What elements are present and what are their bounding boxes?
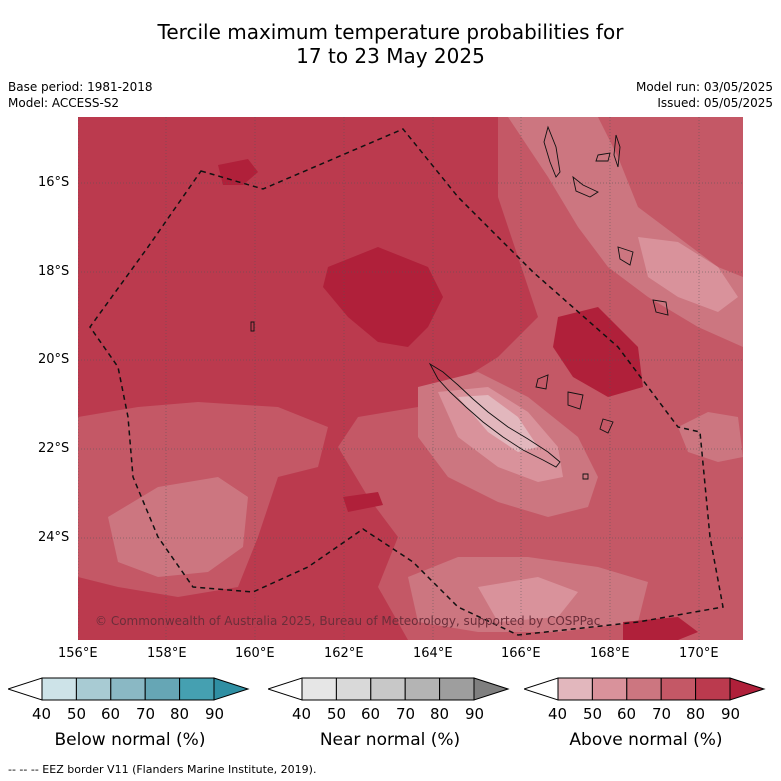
tick-near-40: 40 xyxy=(292,705,312,723)
legend-swatch-4 xyxy=(404,677,441,701)
legend-below-normal xyxy=(8,670,252,706)
tick-below-50: 50 xyxy=(67,705,87,723)
lon-label-162e: 162°E xyxy=(324,646,364,661)
legend-arrow-high xyxy=(729,677,766,701)
legend-title-near: Near normal (%) xyxy=(319,730,461,750)
tick-below-60: 60 xyxy=(101,705,121,723)
contour-60-70-east xyxy=(678,412,743,462)
lat-label-16s: 16°S xyxy=(38,175,70,190)
small-island-2 xyxy=(582,473,589,480)
vanuatu-island-5 xyxy=(617,246,634,266)
vanuatu-island-4 xyxy=(613,134,621,168)
legend-swatch-1 xyxy=(557,677,593,701)
vanuatu-island-3 xyxy=(595,152,611,162)
legend-arrow-high xyxy=(213,677,250,701)
legend-arrow-high xyxy=(473,677,510,701)
legend-title-below: Below normal (%) xyxy=(54,730,206,750)
contour-80-90-east xyxy=(553,307,643,397)
model-run: Model run: 03/05/2025 xyxy=(635,80,773,94)
lon-label-156e: 156°E xyxy=(58,646,98,661)
contour-50-60-ne xyxy=(638,237,738,312)
tick-near-70: 70 xyxy=(396,705,416,723)
base-period: Base period: 1981-2018 xyxy=(8,80,153,94)
legend-swatch-5 xyxy=(179,677,215,701)
legend-swatch-3 xyxy=(370,677,406,701)
probability-map xyxy=(77,117,743,640)
legend-swatch-2 xyxy=(75,677,112,701)
legend-above-normal xyxy=(524,670,768,706)
lat-label-22s: 22°S xyxy=(38,441,70,456)
lat-label-20s: 20°S xyxy=(38,352,70,367)
title-line-2: 17 to 23 May 2025 xyxy=(296,44,485,68)
legend-bar-below xyxy=(8,677,250,701)
contour-40-50-center xyxy=(458,395,538,452)
legend-arrow-low xyxy=(524,677,559,701)
legend-near-normal xyxy=(268,670,512,706)
vanuatu-island-1 xyxy=(543,125,561,178)
lon-label-160e: 160°E xyxy=(235,646,275,661)
small-island-1 xyxy=(250,321,255,332)
legend-swatch-3 xyxy=(626,677,662,701)
legend-swatch-2 xyxy=(335,677,372,701)
lon-label-164e: 164°E xyxy=(413,646,453,661)
vanuatu-island-2 xyxy=(572,175,599,198)
lat-label-24s: 24°S xyxy=(38,530,70,545)
legend-swatch-4 xyxy=(144,677,181,701)
grid-lines xyxy=(77,117,743,640)
new-caledonia-island xyxy=(428,362,561,468)
contour-80-90-se xyxy=(623,617,698,640)
tick-above-70: 70 xyxy=(652,705,672,723)
contour-80-90-south xyxy=(343,492,383,512)
tick-near-80: 80 xyxy=(430,705,450,723)
legend-swatch-1 xyxy=(41,677,77,701)
copyright-notice: © Commonwealth of Australia 2025, Bureau… xyxy=(95,614,601,628)
tick-near-60: 60 xyxy=(361,705,381,723)
lon-label-158e: 158°E xyxy=(147,646,187,661)
lon-label-168e: 168°E xyxy=(590,646,630,661)
legend-bar-above xyxy=(524,677,766,701)
coastlines xyxy=(250,125,669,480)
legend-bar-near xyxy=(268,677,510,701)
loyalty-island-3 xyxy=(599,418,614,434)
map-title: Tercile maximum temperature probabilitie… xyxy=(0,20,781,68)
tick-below-80: 80 xyxy=(170,705,190,723)
tick-above-50: 50 xyxy=(583,705,603,723)
legend-swatch-4 xyxy=(660,677,697,701)
tick-near-90: 90 xyxy=(465,705,485,723)
legend-arrow-low xyxy=(8,677,43,701)
loyalty-island-2 xyxy=(567,391,584,410)
loyalty-island-1 xyxy=(535,374,549,390)
tick-below-70: 70 xyxy=(136,705,156,723)
legend-swatch-2 xyxy=(591,677,628,701)
tick-below-40: 40 xyxy=(32,705,52,723)
eez-footnote: -- -- -- EEZ border V11 (Flanders Marine… xyxy=(8,763,317,776)
legend-swatch-1 xyxy=(301,677,337,701)
lon-label-170e: 170°E xyxy=(679,646,719,661)
tick-above-80: 80 xyxy=(686,705,706,723)
tick-above-60: 60 xyxy=(617,705,637,723)
legend-swatch-5 xyxy=(695,677,731,701)
issued-date: Issued: 05/05/2025 xyxy=(657,96,773,110)
legend-arrow-low xyxy=(268,677,303,701)
lat-label-18s: 18°S xyxy=(38,264,70,279)
contour-80-90-center xyxy=(323,247,443,347)
map-panel xyxy=(77,117,743,640)
meta-right: Model run: 03/05/2025 Issued: 05/05/2025 xyxy=(636,79,773,111)
vanuatu-island-6 xyxy=(652,299,669,316)
meta-left: Base period: 1981-2018 Model: ACCESS-S2 xyxy=(8,79,153,111)
eez-border xyxy=(89,128,724,636)
lon-label-166e: 166°E xyxy=(501,646,541,661)
contour-50-60-south xyxy=(478,577,578,622)
legend-swatch-3 xyxy=(110,677,146,701)
tick-near-50: 50 xyxy=(327,705,347,723)
title-line-1: Tercile maximum temperature probabilitie… xyxy=(157,20,624,44)
legend-swatch-5 xyxy=(439,677,475,701)
legend-title-above: Above normal (%) xyxy=(569,730,723,750)
model-name: Model: ACCESS-S2 xyxy=(8,96,120,110)
tick-below-90: 90 xyxy=(205,705,225,723)
tick-above-40: 40 xyxy=(548,705,568,723)
tick-above-90: 90 xyxy=(721,705,741,723)
